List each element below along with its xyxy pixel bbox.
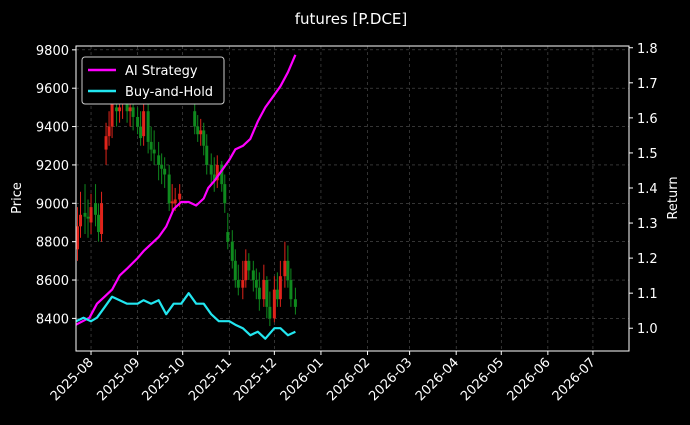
candle-body bbox=[146, 111, 150, 142]
legend-box bbox=[81, 56, 225, 105]
candle-body bbox=[283, 260, 287, 277]
y-right-tick-label: 1.1 bbox=[637, 287, 658, 302]
candle-body bbox=[262, 280, 266, 300]
candle-body bbox=[251, 270, 255, 281]
candle-body bbox=[128, 107, 132, 112]
y-axis-right-label: Return bbox=[666, 176, 681, 219]
candle-body bbox=[94, 203, 98, 215]
candle-body bbox=[226, 232, 230, 242]
y-left-tick-label: 9000 bbox=[36, 197, 69, 212]
candle-body bbox=[136, 116, 140, 127]
y-left-tick-label: 9400 bbox=[36, 121, 69, 136]
candle-body bbox=[160, 164, 164, 169]
candle-body bbox=[236, 280, 240, 288]
candle-body bbox=[86, 216, 90, 219]
y-right-tick-label: 1.2 bbox=[637, 252, 658, 267]
candle-body bbox=[139, 126, 143, 139]
candle-body bbox=[233, 260, 237, 281]
candle-body bbox=[76, 226, 80, 250]
candle-body bbox=[202, 130, 206, 146]
y-left-tick-label: 9800 bbox=[36, 44, 69, 59]
y-left-tick-label: 8800 bbox=[36, 236, 69, 251]
legend: AI Strategy Buy-and-Hold bbox=[81, 56, 225, 105]
candle-body bbox=[268, 306, 272, 319]
y-left-tick-label: 9600 bbox=[36, 82, 69, 97]
candle-body bbox=[149, 141, 153, 150]
candle-body bbox=[118, 107, 122, 112]
candle-body bbox=[275, 289, 279, 300]
y-left-tick-label: 8600 bbox=[36, 274, 69, 289]
candle-body bbox=[100, 203, 104, 234]
candle-body bbox=[142, 111, 146, 137]
legend-label-buy-and-hold: Buy-and-Hold bbox=[125, 85, 213, 100]
legend-label-ai-strategy: AI Strategy bbox=[125, 64, 198, 79]
y-left-tick-label: 8400 bbox=[36, 312, 69, 327]
candle-body bbox=[209, 164, 213, 175]
right-axis: 1.0 1.1 1.2 1.3 1.4 1.5 1.6 1.7 1.8 bbox=[629, 42, 658, 337]
candle-body bbox=[115, 107, 119, 112]
candle-body bbox=[167, 174, 171, 204]
plot-frame bbox=[75, 45, 630, 352]
left-axis: 8400 8600 8800 9000 9200 9400 9600 9800 bbox=[36, 44, 76, 327]
candle-body bbox=[125, 99, 129, 112]
candle-body bbox=[83, 212, 87, 217]
series-line-buy-and-hold bbox=[75, 292, 296, 340]
candle-body bbox=[110, 103, 114, 127]
candle-body bbox=[152, 149, 156, 154]
candle-body bbox=[104, 136, 108, 150]
chart-title: futures [P.DCE] bbox=[295, 10, 408, 28]
candle-body bbox=[257, 287, 261, 300]
candle-body bbox=[193, 111, 197, 127]
candle-body bbox=[289, 280, 293, 300]
candle-body bbox=[230, 241, 234, 261]
candle-body bbox=[212, 174, 216, 181]
y-right-tick-label: 1.5 bbox=[637, 147, 658, 162]
candle-body bbox=[215, 164, 219, 181]
candle-body bbox=[265, 280, 269, 307]
candle-body bbox=[286, 260, 290, 281]
y-right-tick-label: 1.7 bbox=[637, 77, 658, 92]
candle-body bbox=[254, 280, 258, 288]
candle-body bbox=[220, 164, 224, 185]
candle-body bbox=[293, 299, 297, 307]
y-axis-left-label: Price bbox=[10, 182, 25, 214]
series-line-ai-strategy bbox=[75, 54, 297, 326]
y-right-tick-label: 1.8 bbox=[637, 42, 658, 57]
candle-body bbox=[223, 184, 227, 204]
y-right-tick-label: 1.6 bbox=[637, 112, 658, 127]
candle-body bbox=[163, 168, 167, 175]
candle-body bbox=[272, 289, 276, 319]
candle-body bbox=[89, 207, 93, 223]
y-right-tick-label: 1.3 bbox=[637, 217, 658, 232]
candle-body bbox=[157, 155, 161, 165]
candle-body bbox=[178, 193, 182, 200]
candle-body bbox=[241, 280, 245, 288]
y-left-tick-label: 9200 bbox=[36, 159, 69, 174]
candle-body bbox=[247, 260, 251, 271]
candle-body bbox=[278, 276, 282, 300]
candle-body bbox=[79, 214, 83, 227]
candle-body bbox=[205, 145, 209, 165]
line-layer bbox=[75, 54, 297, 340]
candle-body bbox=[199, 130, 203, 135]
candle-body bbox=[107, 126, 111, 137]
candle-body bbox=[170, 201, 174, 204]
candle-body bbox=[244, 260, 248, 281]
y-right-tick-label: 1.4 bbox=[637, 182, 658, 197]
candle-body bbox=[131, 107, 135, 117]
candle-body bbox=[196, 126, 200, 135]
y-right-tick-label: 1.0 bbox=[637, 322, 658, 337]
candle-body bbox=[97, 214, 101, 233]
candle-body bbox=[173, 199, 177, 204]
